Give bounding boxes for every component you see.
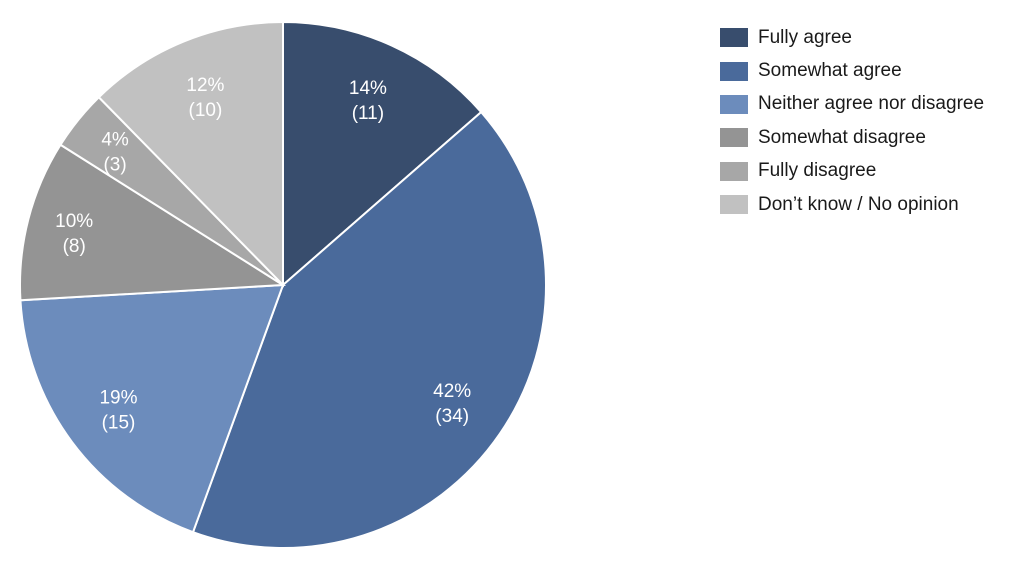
slice-count-label: (34) <box>435 406 469 427</box>
legend-swatch <box>720 61 748 81</box>
slice-count-label: (3) <box>103 155 126 176</box>
pie-slice <box>19 143 287 302</box>
legend-item-dont-know: Don’t know / No opinion <box>720 188 984 221</box>
pie-slice <box>282 20 483 288</box>
legend-item-somewhat-agree: Somewhat agree <box>720 54 984 87</box>
slice-percent-label: 12% <box>186 75 224 96</box>
pie-chart: 14% (11) 42% (34) 19% (15) 10% (8) 4% (3) 12% (10) <box>19 20 547 549</box>
legend-label: Somewhat disagree <box>758 126 926 148</box>
pie-slice <box>19 283 285 534</box>
slice-percent-label: 42% <box>433 381 471 402</box>
slice-percent-label: 10% <box>55 211 93 232</box>
slice-percent-label: 4% <box>101 130 129 151</box>
pie-slice <box>191 110 547 549</box>
legend-swatch <box>720 128 748 148</box>
legend-item-fully-disagree: Fully disagree <box>720 155 984 188</box>
slice-count-label: (15) <box>102 413 136 434</box>
slice-percent-label: 19% <box>99 388 137 409</box>
legend: Fully agree Somewhat agree Neither agree… <box>720 21 984 221</box>
legend-label: Fully agree <box>758 26 852 48</box>
slice-count-label: (11) <box>352 103 384 124</box>
slice-count-label: (8) <box>63 236 86 257</box>
slice-count-label: (10) <box>189 100 223 121</box>
pie-slice <box>97 20 284 288</box>
legend-label: Neither agree nor disagree <box>758 93 985 115</box>
legend-item-somewhat-disagree: Somewhat disagree <box>720 121 984 154</box>
legend-label: Somewhat agree <box>758 60 902 82</box>
slice-percent-label: 14% <box>349 78 387 99</box>
legend-swatch <box>720 94 748 114</box>
legend-label: Fully disagree <box>758 160 877 182</box>
legend-swatch <box>720 161 748 181</box>
legend-item-fully-agree: Fully agree <box>720 21 984 54</box>
legend-item-neither: Neither agree nor disagree <box>720 88 984 121</box>
legend-swatch <box>720 195 748 215</box>
legend-label: Don’t know / No opinion <box>758 193 959 215</box>
legend-swatch <box>720 28 748 48</box>
